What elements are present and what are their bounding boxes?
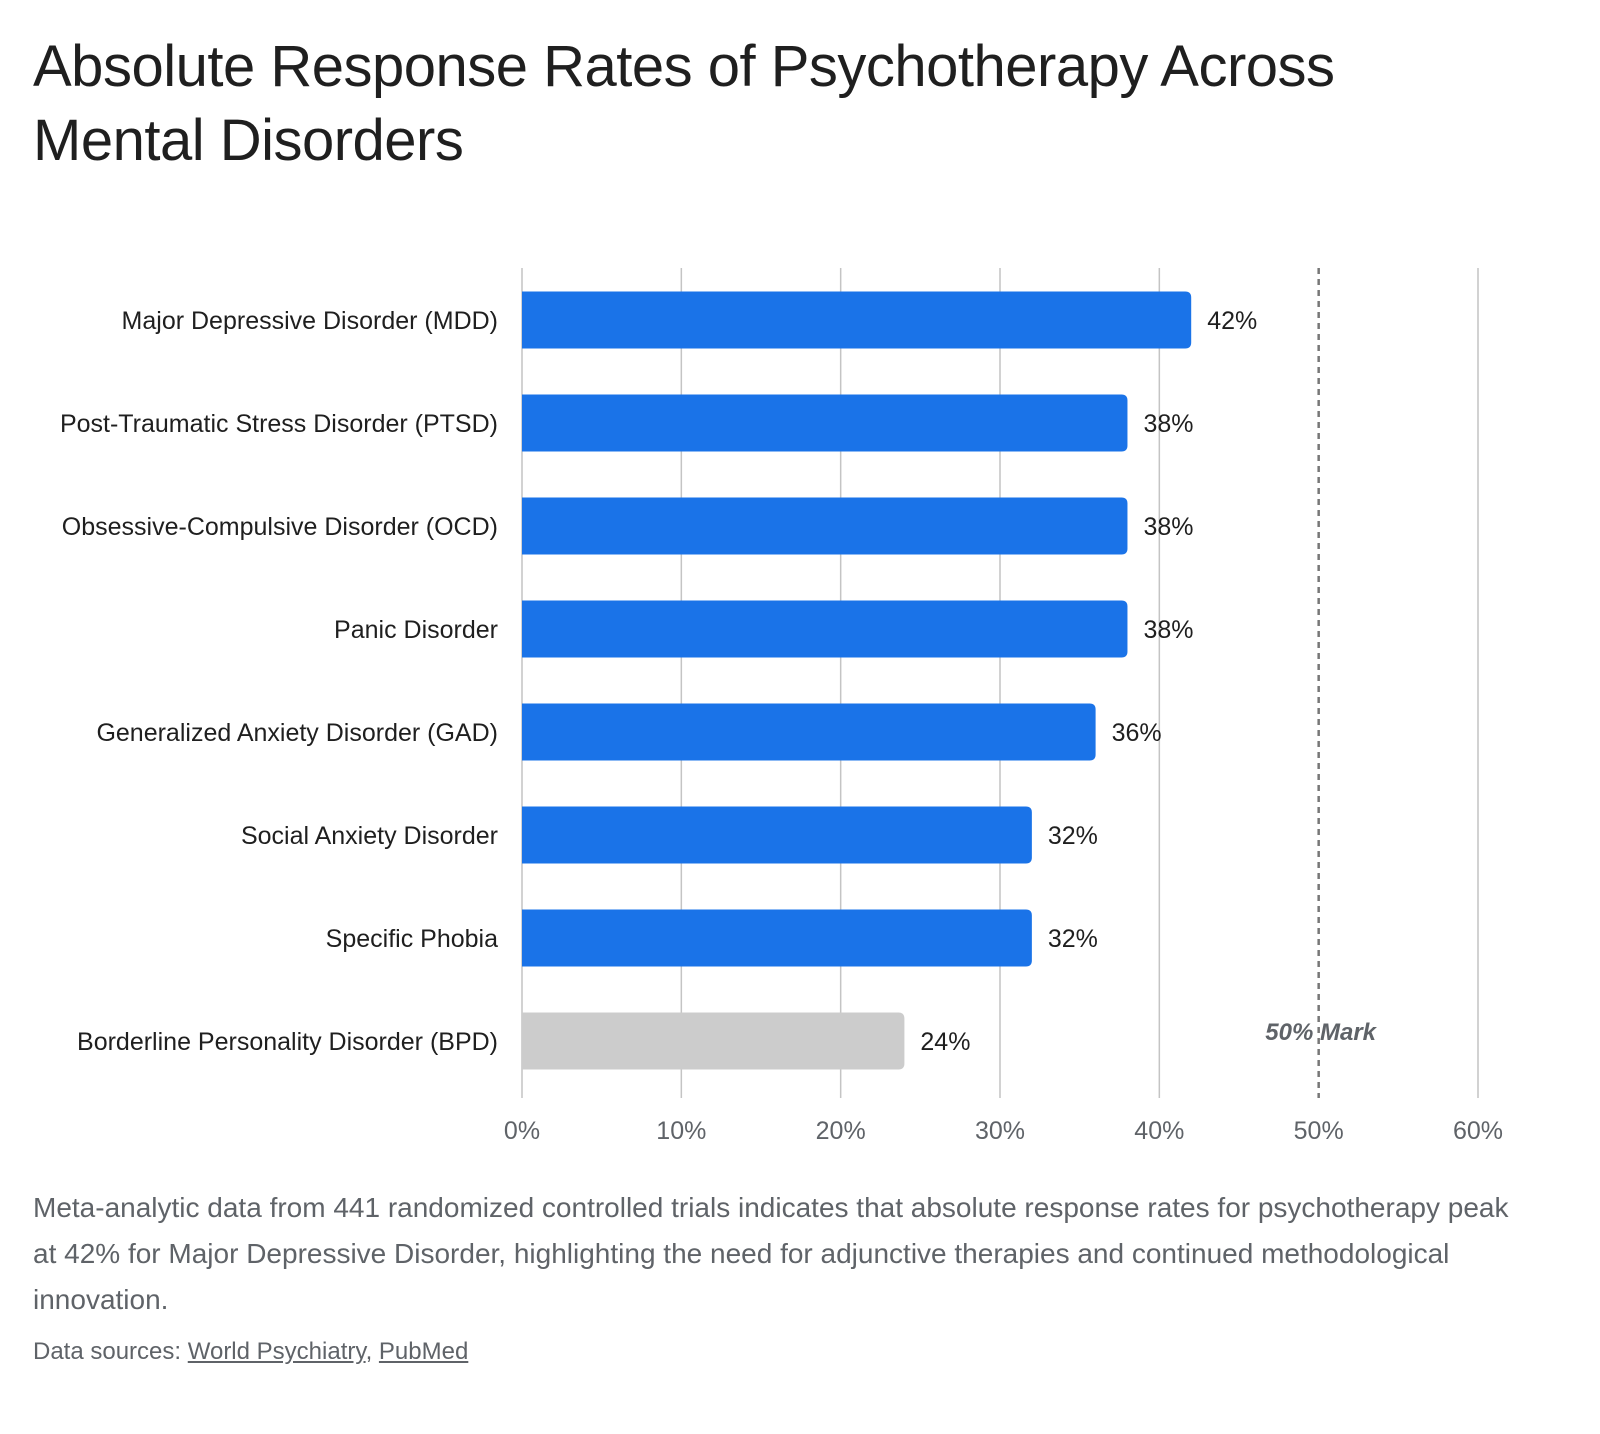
- x-tick-label: 30%: [975, 1117, 1025, 1145]
- sources-label: Data sources:: [33, 1338, 182, 1365]
- x-tick-label: 50%: [1294, 1117, 1344, 1145]
- x-tick-label: 60%: [1453, 1117, 1503, 1145]
- x-tick-label: 20%: [816, 1117, 866, 1145]
- category-label: Borderline Personality Disorder (BPD): [77, 1028, 498, 1056]
- bar: [522, 600, 1128, 658]
- bar: [522, 394, 1128, 452]
- chart-caption: Meta-analytic data from 441 randomized c…: [33, 1192, 1509, 1315]
- bar-chart: 50% Mark 42% 38% 38% 38% 36% 32% 32% 24% Major …: [60, 268, 1503, 1145]
- bar-value-label: 36%: [1112, 719, 1162, 747]
- bar: [522, 291, 1192, 349]
- category-label: Obsessive-Compulsive Disorder (OCD): [62, 513, 498, 541]
- reference-line-group: 50% Mark: [1265, 268, 1378, 1098]
- category-label: Post-Traumatic Stress Disorder (PTSD): [60, 410, 498, 438]
- x-tick-label: 40%: [1134, 1117, 1184, 1145]
- source-link-world-psychiatry[interactable]: World Psychiatry: [187, 1338, 366, 1365]
- bar: [522, 806, 1032, 864]
- bar: [522, 1012, 905, 1070]
- category-label: Specific Phobia: [326, 925, 498, 953]
- sources-separator: ,: [365, 1338, 373, 1365]
- x-tick-label: 10%: [656, 1117, 706, 1145]
- x-axis-ticks: 0% 10% 20% 30% 40% 50% 60%: [504, 1117, 1503, 1145]
- chart-title: Absolute Response Rates of Psychotherapy…: [33, 34, 1335, 173]
- bar-value-label: 38%: [1143, 513, 1193, 541]
- category-label: Major Depressive Disorder (MDD): [122, 307, 498, 335]
- category-label: Social Anxiety Disorder: [241, 822, 498, 850]
- bars: [522, 291, 1192, 1070]
- category-label: Panic Disorder: [334, 616, 498, 644]
- bar: [522, 497, 1128, 555]
- bar: [522, 909, 1032, 967]
- bar: [522, 703, 1096, 761]
- gridlines: [521, 268, 1479, 1098]
- bar-value-label: 42%: [1207, 307, 1257, 335]
- bar-value-label: 32%: [1048, 925, 1098, 953]
- bar-value-label: 38%: [1143, 410, 1193, 438]
- bar-value-label: 24%: [920, 1028, 970, 1056]
- x-tick-label: 0%: [504, 1117, 540, 1145]
- category-labels: Major Depressive Disorder (MDD) Post-Trau…: [60, 307, 498, 1056]
- reference-line-label: 50% Mark: [1265, 1019, 1377, 1046]
- value-labels: 42% 38% 38% 38% 36% 32% 32% 24%: [920, 307, 1257, 1056]
- bar-value-label: 32%: [1048, 822, 1098, 850]
- category-label: Generalized Anxiety Disorder (GAD): [96, 719, 498, 747]
- data-sources: Data sources: World Psychiatry, PubMed: [33, 1336, 468, 1368]
- bar-value-label: 38%: [1143, 616, 1193, 644]
- source-link-pubmed[interactable]: PubMed: [378, 1338, 469, 1365]
